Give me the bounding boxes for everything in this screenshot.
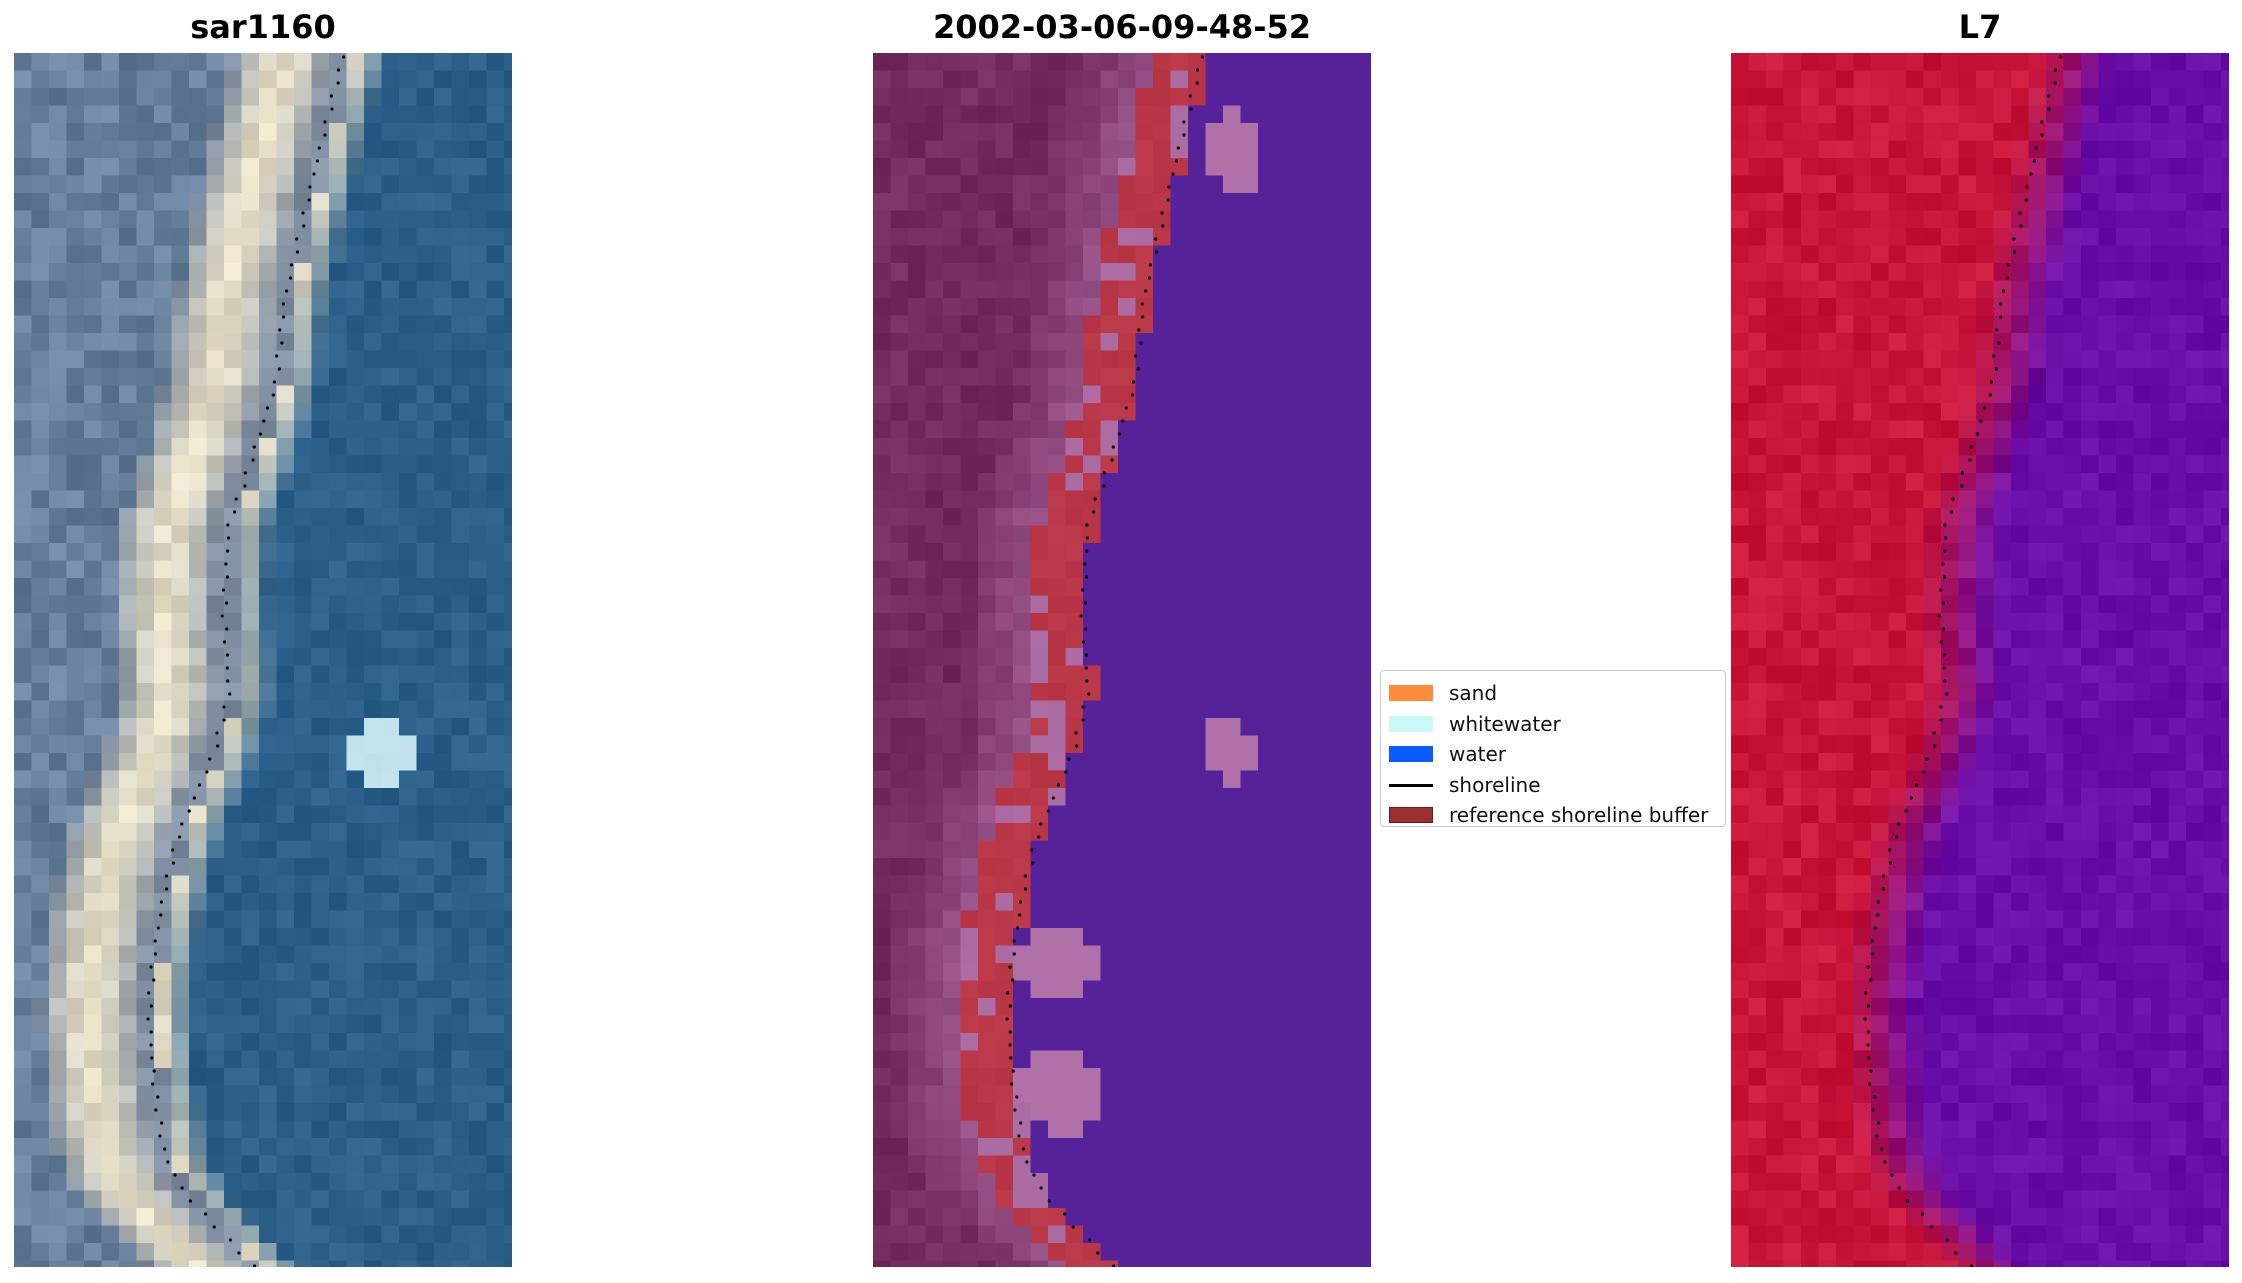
- legend-label-water: water: [1449, 742, 1506, 767]
- shoreline-dots: [146, 55, 346, 1267]
- legend-item-water: water: [1389, 739, 1717, 770]
- legend-item-reference-buffer: reference shoreline buffer: [1389, 800, 1717, 831]
- legend-label-shoreline: shoreline: [1449, 772, 1541, 797]
- shoreline-dots: [1863, 55, 2063, 1267]
- shoreline-dots: [1005, 55, 1205, 1267]
- legend-item-shoreline: shoreline: [1389, 770, 1717, 801]
- falsecolor-image-panel: [1731, 53, 2229, 1267]
- legend-swatch-shoreline: [1389, 777, 1433, 793]
- classified-image-panel: [873, 53, 1371, 1267]
- panel-title-rgb: sar1160: [190, 8, 336, 46]
- rgb-image: [14, 53, 512, 1267]
- legend-item-sand: sand: [1389, 678, 1717, 709]
- legend-label-reference-buffer: reference shoreline buffer: [1449, 803, 1709, 828]
- rgb-image-panel: [14, 53, 512, 1267]
- legend-swatch-whitewater: [1389, 715, 1433, 732]
- legend-swatch-reference-buffer: [1389, 807, 1433, 824]
- falsecolor-image: [1731, 53, 2229, 1267]
- legend-label-sand: sand: [1449, 681, 1498, 706]
- panel-title-falsecolor: L7: [1958, 8, 2002, 46]
- panel-title-classified: 2002-03-06-09-48-52: [932, 8, 1312, 46]
- legend-item-whitewater: whitewater: [1389, 709, 1717, 740]
- legend-label-whitewater: whitewater: [1449, 711, 1561, 736]
- legend-swatch-sand: [1389, 685, 1433, 702]
- legend-swatch-water: [1389, 746, 1433, 763]
- classified-image: [873, 53, 1371, 1267]
- legend: sand whitewater water shoreline referenc…: [1380, 670, 1726, 827]
